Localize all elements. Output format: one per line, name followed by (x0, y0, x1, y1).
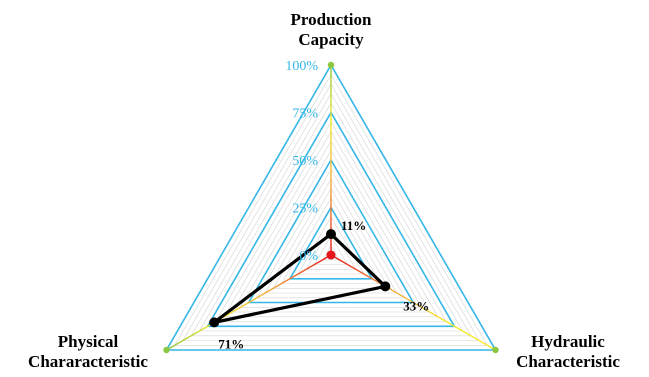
tick-label-50: 50% (292, 154, 318, 169)
series-0-polygon (212, 232, 387, 324)
grid-major (165, 63, 497, 351)
axis-vertex-left (163, 346, 170, 354)
tick-labels: 0% 25% 50% 75% 100% (285, 59, 318, 264)
grid-ring-50 (247, 158, 415, 304)
axis-spoke-left (166, 254, 332, 351)
axis-titles: Production Capacity Hydraulic Characteristi… (28, 10, 620, 371)
grid-ring-25 (288, 205, 374, 280)
grid-minor-ring-30 (281, 197, 381, 284)
axis-title-left: Physical Chararacteristic (28, 332, 148, 371)
axis-title-top: Production Capacity (291, 10, 372, 49)
tick-label-75: 75% (292, 107, 318, 122)
series-point-right (380, 281, 391, 292)
data-labels: 11% 33% 71% (218, 218, 429, 351)
grid-minor (174, 73, 488, 346)
grid-minor-ring-55 (239, 149, 423, 308)
axis-spokes (163, 61, 499, 354)
axis-title-right: Hydraulic Characteristic (516, 332, 620, 371)
grid-minor-ring-70 (215, 121, 447, 322)
grid-minor-ring-5 (322, 244, 340, 261)
grid-ring-100 (165, 63, 497, 351)
grid-minor-ring-40 (264, 178, 398, 294)
axis-vertex-top (327, 61, 335, 69)
series-point-left (209, 317, 220, 328)
series-point-top (326, 229, 336, 240)
grid-minor-ring-95 (174, 73, 488, 346)
data-label-left: 71% (218, 336, 244, 351)
grid-minor-ring-85 (190, 92, 472, 337)
axis-spoke-right (330, 254, 496, 351)
grid-ring-75 (206, 110, 456, 328)
center-marker (326, 250, 336, 260)
grid-minor-ring-65 (223, 130, 439, 318)
grid-minor-ring-80 (198, 102, 464, 332)
grid-minor-ring-90 (182, 83, 480, 341)
grid-minor-ring-35 (272, 187, 390, 289)
tick-label-100: 100% (285, 59, 318, 74)
axis-vertex-right (492, 346, 499, 354)
data-label-right: 33% (403, 298, 429, 313)
grid-minor-ring-60 (231, 140, 431, 313)
data-label-top: 11% (341, 218, 366, 233)
tick-label-0: 0% (299, 249, 318, 264)
tick-label-25: 25% (292, 202, 318, 217)
grid-minor-ring-10 (313, 235, 349, 265)
series-layer (209, 229, 391, 328)
